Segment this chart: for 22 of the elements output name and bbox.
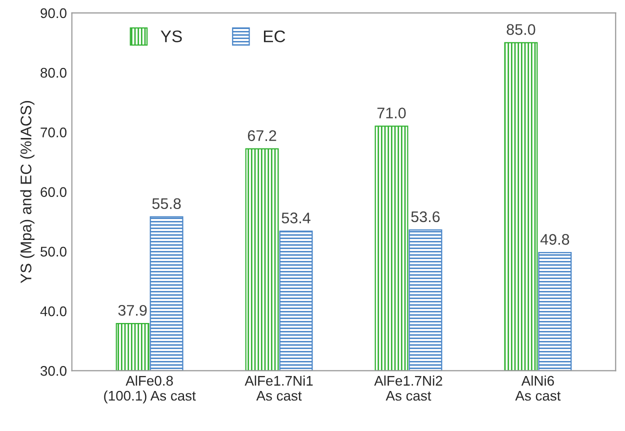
y-tick-label: 60.0	[40, 187, 66, 197]
data-label: 67.2	[248, 130, 276, 142]
x-tick-label: AlFe0.8 (100.1) As cast	[104, 376, 196, 404]
y-tick-label: 40.0	[40, 306, 66, 316]
y-tick-label: 50.0	[40, 246, 66, 257]
legend-label: EC	[264, 30, 286, 42]
data-label: 53.4	[282, 212, 310, 224]
x-tick-label: AlFe1.7Ni1 As cast	[244, 376, 313, 401]
y-tick-label: 90.0	[40, 8, 66, 18]
data-label: 71.0	[377, 108, 406, 118]
y-axis-title: YS (Mpa) and EC (%IACS)	[20, 101, 34, 284]
data-label: 85.0	[506, 24, 536, 35]
data-label: 55.8	[152, 198, 181, 210]
y-tick-label: 30.0	[40, 366, 66, 376]
data-label: 49.8	[540, 234, 570, 245]
data-label: 53.6	[411, 211, 440, 222]
y-tick-label: 80.0	[40, 68, 66, 78]
x-tick-label: AlNi6 As cast	[515, 376, 561, 401]
data-label: 37.9	[118, 304, 147, 316]
x-tick-label: AlFe1.7Ni2 As cast	[374, 376, 442, 401]
legend-label: YS	[160, 30, 182, 42]
y-tick-label: 70.0	[40, 128, 66, 138]
